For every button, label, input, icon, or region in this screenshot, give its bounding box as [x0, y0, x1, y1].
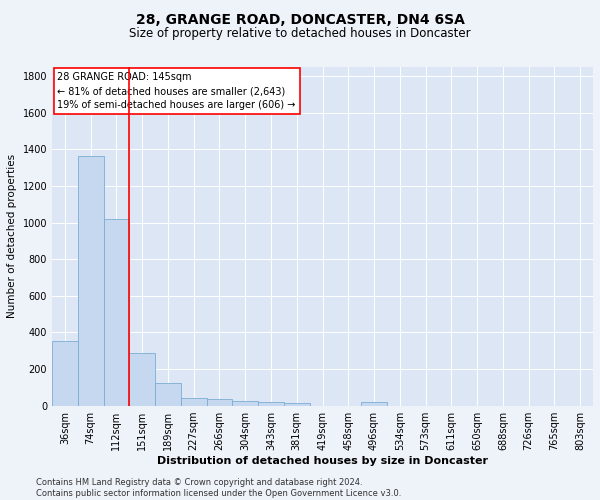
Text: Size of property relative to detached houses in Doncaster: Size of property relative to detached ho…: [129, 28, 471, 40]
Text: Contains HM Land Registry data © Crown copyright and database right 2024.
Contai: Contains HM Land Registry data © Crown c…: [36, 478, 401, 498]
Bar: [52, 340, 78, 406]
Bar: [284, 403, 310, 406]
Bar: [104, 219, 129, 406]
Bar: [361, 402, 387, 406]
Bar: [155, 383, 181, 406]
Bar: [232, 400, 258, 406]
Text: 28 GRANGE ROAD: 145sqm
← 81% of detached houses are smaller (2,643)
19% of semi-: 28 GRANGE ROAD: 145sqm ← 81% of detached…: [58, 72, 296, 110]
X-axis label: Distribution of detached houses by size in Doncaster: Distribution of detached houses by size …: [157, 456, 488, 466]
Bar: [206, 399, 232, 406]
Text: 28, GRANGE ROAD, DONCASTER, DN4 6SA: 28, GRANGE ROAD, DONCASTER, DN4 6SA: [136, 12, 464, 26]
Bar: [78, 156, 104, 406]
Bar: [181, 398, 206, 406]
Bar: [258, 402, 284, 406]
Bar: [129, 352, 155, 406]
Y-axis label: Number of detached properties: Number of detached properties: [7, 154, 17, 318]
